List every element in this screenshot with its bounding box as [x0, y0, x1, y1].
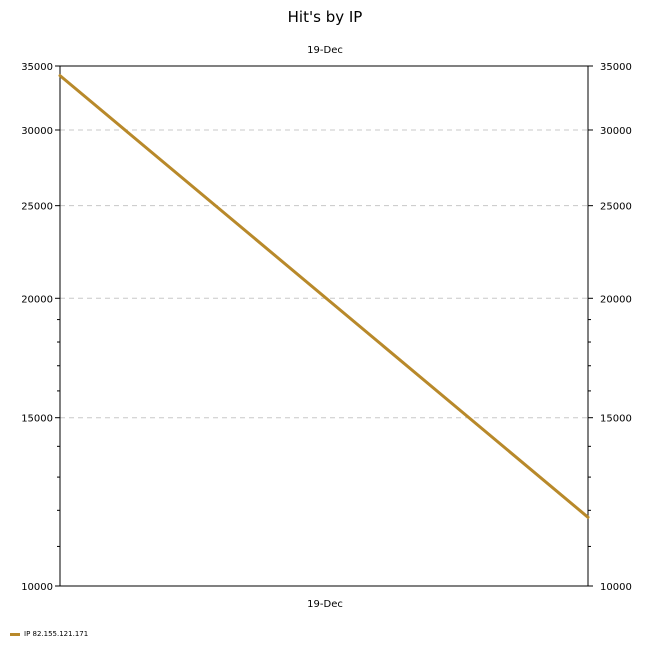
- y-tick-label-left: 20000: [21, 294, 53, 305]
- series-line: [58, 74, 590, 519]
- grid-lines: [60, 129, 588, 419]
- legend-label: IP 82.155.121.171: [24, 630, 89, 638]
- y-tick-label-right: 30000: [600, 126, 632, 137]
- chart-title: Hit's by IP: [288, 8, 363, 26]
- bottom-category-label: 19-Dec: [307, 599, 343, 610]
- y-tick-label-right: 25000: [600, 202, 632, 213]
- y-tick-label-left: 35000: [21, 62, 53, 73]
- y-tick-label-left: 25000: [21, 202, 53, 213]
- y-tick-label-right: 35000: [600, 62, 632, 73]
- plot-area: [59, 65, 589, 587]
- legend-swatch: [10, 632, 20, 636]
- y-tick-label-right: 15000: [600, 414, 632, 425]
- top-category-label: 19-Dec: [307, 45, 343, 56]
- legend: IP 82.155.121.171: [10, 630, 88, 638]
- y-tick-label-left: 30000: [21, 126, 53, 137]
- axis-ticks: 10000 10000 15000 15000 20000 20000 25000 25000…: [21, 62, 632, 593]
- y-tick-label-right: 20000: [600, 294, 632, 305]
- series-group: [58, 74, 590, 519]
- y-tick-label-left: 15000: [21, 414, 53, 425]
- y-tick-label-left: 10000: [21, 582, 53, 593]
- y-tick-label-right: 10000: [600, 582, 632, 593]
